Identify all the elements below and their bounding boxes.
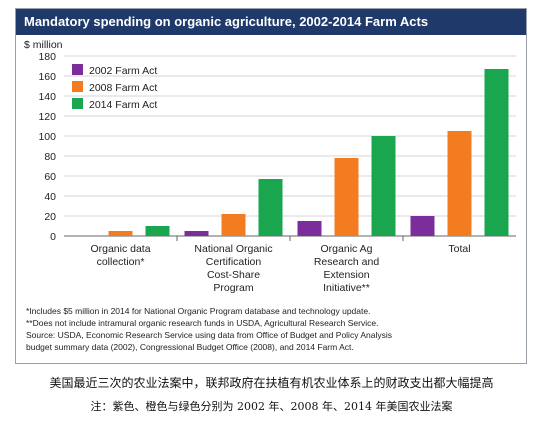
- x-tick-label: Cost-Share: [207, 269, 260, 281]
- x-tick-label: Program: [213, 282, 254, 294]
- legend-label: 2002 Farm Act: [89, 65, 157, 77]
- y-tick-label: 80: [44, 151, 56, 163]
- figure-caption: 美国最近三次的农业法案中，联邦政府在扶植有机农业体系上的财政支出都大幅提高: [49, 376, 494, 390]
- bar: [410, 216, 435, 236]
- y-tick-label: 20: [44, 211, 56, 223]
- bar: [108, 231, 133, 236]
- y-tick-label: 180: [38, 51, 56, 63]
- legend-swatch: [72, 81, 83, 92]
- chart-title: Mandatory spending on organic agricultur…: [16, 9, 526, 35]
- note-line: **Does not include intramural organic re…: [26, 318, 379, 328]
- x-tick-label: Extension: [323, 269, 369, 281]
- legend-swatch: [72, 98, 83, 109]
- x-tick-label: Research and: [314, 256, 380, 268]
- bar: [221, 214, 246, 236]
- bar: [484, 69, 509, 236]
- note-line: Source: USDA, Economic Research Service …: [26, 330, 392, 340]
- y-tick-label: 100: [38, 131, 56, 143]
- y-axis-label: $ million: [24, 39, 63, 51]
- y-tick-label: 0: [50, 231, 56, 243]
- legend-label: 2014 Farm Act: [89, 99, 157, 111]
- chart-notes: *Includes $5 million in 2014 for Nationa…: [26, 305, 521, 353]
- chart-plot: $ million 0 20 40 60 80 100 120 140 160 180 Organic…: [24, 39, 516, 294]
- bar: [371, 136, 396, 236]
- x-tick-label: Initiative**: [323, 282, 370, 294]
- legend-label: 2008 Farm Act: [89, 82, 157, 94]
- bar: [334, 158, 359, 236]
- y-tick-label: 140: [38, 91, 56, 103]
- bar: [258, 179, 283, 236]
- y-tick-label: 40: [44, 191, 56, 203]
- note-line: *Includes $5 million in 2014 for Nationa…: [26, 306, 371, 316]
- x-tick-label: Organic Ag: [321, 243, 373, 255]
- x-tick-label: Certification: [206, 256, 262, 268]
- y-tick-label: 60: [44, 171, 56, 183]
- legend-swatch: [72, 64, 83, 75]
- x-tick-label: collection*: [97, 256, 145, 268]
- bar: [184, 231, 209, 236]
- bar: [297, 221, 322, 236]
- chart-figure: Mandatory spending on organic agricultur…: [15, 8, 527, 364]
- y-tick-label: 160: [38, 71, 56, 83]
- x-tick-label: National Organic: [194, 243, 272, 255]
- x-tick-label: Total: [448, 243, 470, 255]
- bar: [447, 131, 472, 236]
- figure-caption-note: 注：紫色、橙色与绿色分别为 2002 年、2008 年、2014 年美国农业法案: [90, 400, 453, 413]
- y-tick-label: 120: [38, 111, 56, 123]
- note-line: budget summary data (2002), Congressiona…: [26, 342, 354, 352]
- bar: [145, 226, 170, 236]
- x-tick-label: Organic data: [90, 243, 150, 255]
